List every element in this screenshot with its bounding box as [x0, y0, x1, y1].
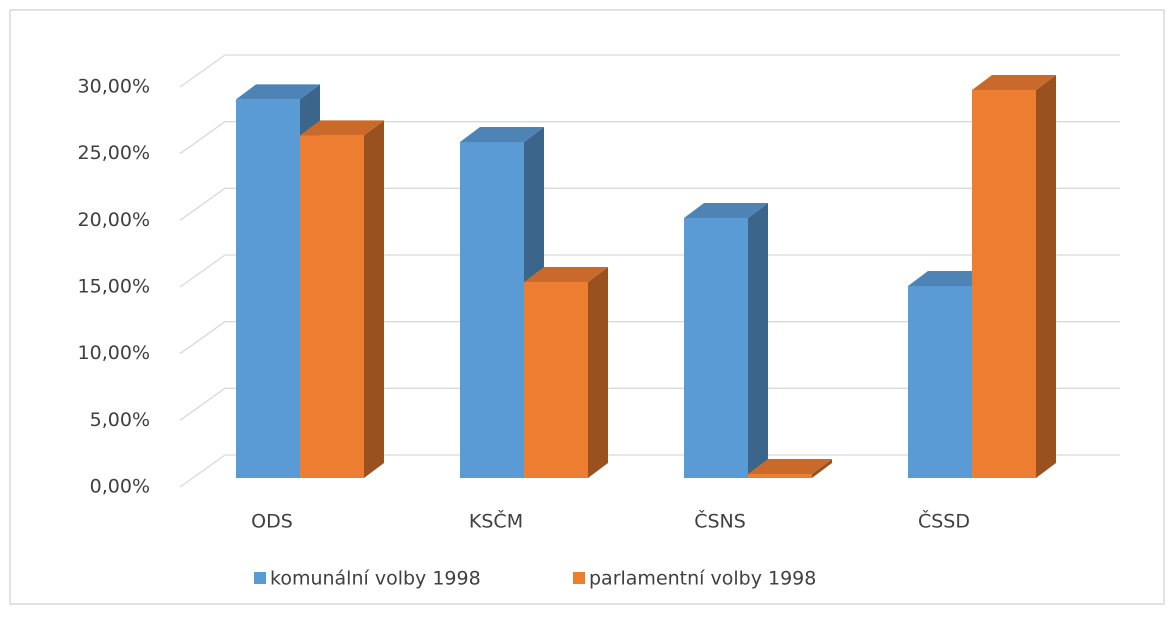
bar — [460, 127, 544, 478]
bar-top — [908, 271, 992, 286]
y-tick-label: 20,00% — [78, 209, 150, 231]
y-tick-label: 25,00% — [78, 142, 150, 164]
x-tick-label: ČSSD — [918, 509, 970, 533]
bar-top — [524, 267, 608, 282]
bar — [972, 75, 1056, 478]
grid-line — [179, 121, 1120, 155]
bar-front — [460, 142, 524, 478]
grid-line — [179, 254, 1120, 288]
bar — [300, 120, 384, 479]
bar — [748, 459, 832, 478]
bar-top — [300, 120, 384, 136]
legend-swatch — [254, 572, 266, 584]
bar-front — [748, 474, 812, 478]
bar-front — [524, 282, 588, 478]
bar-top — [748, 459, 832, 474]
bar-side — [364, 120, 384, 478]
bar-front — [300, 135, 364, 479]
bar — [524, 267, 608, 478]
bar-front — [972, 90, 1036, 478]
bar-top — [972, 75, 1056, 90]
x-tick-label: KSČM — [469, 509, 523, 533]
y-tick-label: 0,00% — [90, 476, 150, 498]
bar-front — [684, 218, 748, 478]
y-tick-label: 15,00% — [78, 276, 150, 298]
legend-swatch — [573, 572, 585, 584]
grid-line — [179, 54, 1120, 88]
bar-top — [236, 84, 320, 100]
grid-line — [179, 187, 1120, 221]
bar-top — [460, 127, 544, 142]
y-tick-label: 10,00% — [78, 342, 150, 364]
bar-side — [1036, 75, 1056, 478]
bar — [684, 203, 768, 478]
legend-label: komunální volby 1998 — [270, 568, 481, 590]
x-tick-label: ČSNS — [694, 509, 746, 533]
grid-line — [179, 387, 1120, 421]
bar-side — [812, 459, 832, 478]
bar-front — [236, 99, 300, 478]
grid-line — [179, 321, 1120, 355]
grid-line — [179, 454, 1120, 488]
y-tick-label: 30,00% — [78, 76, 150, 98]
bar-side — [588, 267, 608, 478]
x-tick-label: ODS — [251, 511, 293, 533]
bar-front — [908, 286, 972, 478]
y-tick-label: 5,00% — [90, 409, 150, 431]
bar-side — [748, 203, 768, 478]
bar-top — [684, 203, 768, 218]
legend-label: parlamentní volby 1998 — [589, 568, 816, 590]
